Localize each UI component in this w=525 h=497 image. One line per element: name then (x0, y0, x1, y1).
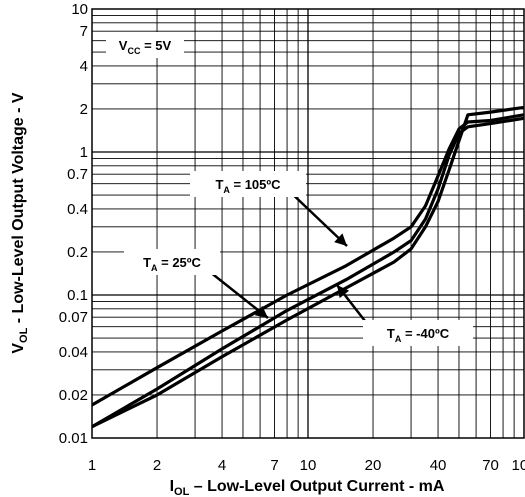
series-label-2-background (124, 249, 220, 275)
series-arrow-2-head (254, 305, 268, 318)
series-arrow-2 (204, 267, 269, 319)
y-tick-label: 0.02 (59, 387, 88, 404)
x-tick-label: 10 (300, 457, 317, 474)
x-tick-label: 100 (511, 457, 525, 474)
series-arrow-3-head (337, 285, 350, 299)
x-tick-label: 4 (218, 457, 226, 474)
condition-label-background (106, 32, 184, 58)
x-tick-label: 70 (482, 457, 499, 474)
condition-label: VCC = 5V (119, 38, 172, 56)
y-tick-label: 2 (80, 101, 88, 118)
y-tick-label: 0.1 (67, 287, 88, 304)
series-line-3 (92, 105, 524, 429)
x-axis-title-main: I (170, 478, 174, 495)
y-tick-label: 7 (80, 23, 88, 40)
series-line-2 (92, 116, 524, 429)
series-label-3-background (363, 320, 473, 346)
series-lines (92, 105, 524, 429)
x-tick-label: 40 (430, 457, 447, 474)
series-arrow-1 (285, 187, 348, 247)
y-tick-label: 4 (80, 58, 88, 75)
annotations: VCC = 5V TA = 105ºC TA = 25ºC TA = -40ºC (106, 32, 473, 346)
series-label-1: TA = 105ºC (215, 177, 281, 195)
series-label-3: TA = -40ºC (387, 326, 450, 344)
y-axis-title-main: V (10, 343, 27, 354)
x-axis-title-rest: – Low-Level Output Current - mA (189, 478, 445, 495)
x-tick-label: 2 (153, 457, 161, 474)
series-line-1 (92, 113, 524, 407)
y-axis-title: VOL - Low-Level Output Voltage - V (10, 92, 30, 354)
x-tick-label: 20 (365, 457, 382, 474)
x-tick-label: 7 (270, 457, 278, 474)
y-tick-label: 1 (80, 144, 88, 161)
series-label-2: TA = 25ºC (143, 255, 201, 273)
y-axis-title-sub: OL (18, 327, 30, 343)
grid (91, 8, 525, 439)
y-tick-labels: 0.01 0.02 0.04 0.07 0.1 0.2 0.4 0.7 1 2 4 7 10 (59, 1, 88, 447)
series-label-1-background (190, 171, 306, 197)
y-tick-label: 0.07 (59, 309, 88, 326)
y-tick-label: 0.01 (59, 430, 88, 447)
x-axis-title: IOL – Low-Level Output Current - mA (170, 478, 445, 497)
y-tick-label: 0.4 (67, 201, 88, 218)
x-tick-label: 1 (88, 457, 96, 474)
series-arrow-1-head (334, 233, 347, 246)
y-tick-label: 0.7 (67, 166, 88, 183)
y-tick-label: 10 (71, 1, 88, 18)
x-axis-title-sub: OL (174, 486, 190, 497)
y-axis-title-rest: - Low-Level Output Voltage - V (10, 92, 27, 328)
y-tick-label: 0.2 (67, 244, 88, 261)
y-tick-label: 0.04 (59, 344, 88, 361)
x-tick-labels: 1 2 4 7 10 20 40 70 100 (88, 457, 525, 474)
